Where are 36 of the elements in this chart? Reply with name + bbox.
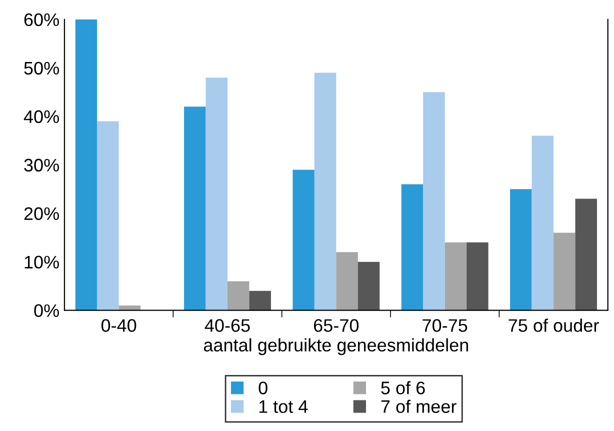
bar bbox=[575, 198, 597, 310]
y-tick-label: 0% bbox=[34, 304, 59, 318]
bar bbox=[206, 78, 228, 310]
x-tick-label: 0-40 bbox=[101, 319, 136, 332]
y-tick-label: 60% bbox=[24, 13, 59, 26]
bar bbox=[510, 189, 532, 310]
x-tick-label: 75 of ouder bbox=[508, 318, 599, 332]
bar bbox=[423, 92, 445, 310]
legend-label: 5 of 6 bbox=[381, 381, 425, 394]
x-axis-title: aantal gebruikte geneesmiddelen bbox=[204, 338, 468, 356]
bar bbox=[554, 232, 576, 310]
bar bbox=[358, 262, 380, 310]
y-tick-label: 10% bbox=[24, 256, 59, 269]
bar bbox=[314, 72, 336, 310]
bar bbox=[466, 242, 488, 310]
bar bbox=[118, 305, 141, 310]
y-tick-label: 50% bbox=[24, 62, 59, 75]
legend-label: 0 bbox=[258, 382, 268, 394]
bar bbox=[75, 19, 98, 310]
bar bbox=[184, 106, 206, 310]
bar bbox=[336, 252, 358, 310]
x-tick-label: 65-70 bbox=[314, 319, 359, 332]
bar bbox=[444, 242, 467, 310]
bar bbox=[401, 184, 424, 310]
y-tick-label: 30% bbox=[24, 158, 59, 172]
y-tick-label: 40% bbox=[24, 110, 59, 124]
x-tick-label: 70-75 bbox=[422, 319, 468, 332]
bar bbox=[227, 281, 250, 310]
bar bbox=[292, 170, 314, 310]
bar bbox=[249, 290, 271, 310]
legend-label: 7 of meer bbox=[381, 400, 456, 413]
legend-label: 1 tot 4 bbox=[259, 400, 308, 413]
y-tick-label: 20% bbox=[24, 207, 59, 220]
bar bbox=[97, 121, 119, 310]
bar bbox=[532, 136, 554, 310]
x-tick-label: 40-65 bbox=[204, 319, 250, 332]
